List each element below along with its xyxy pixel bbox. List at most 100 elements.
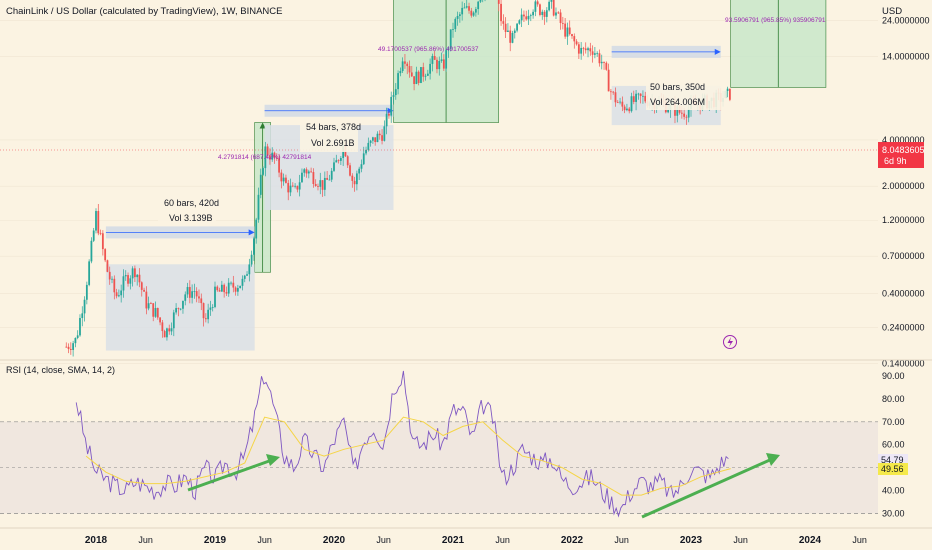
candle-body xyxy=(147,303,150,309)
candle-body xyxy=(589,48,592,52)
candle-body xyxy=(175,308,177,313)
candle-body xyxy=(330,170,333,180)
candle-body xyxy=(458,14,461,16)
candle-body xyxy=(159,317,161,323)
candle-body xyxy=(454,18,457,30)
candle-body xyxy=(97,211,100,234)
candle-body xyxy=(614,92,617,103)
rsi-axis[interactable]: 90.00 80.00 70.00 60.00 40.00 30.00 xyxy=(882,371,905,518)
candle-body xyxy=(227,282,230,294)
candle-body xyxy=(200,298,203,304)
price-axis[interactable]: 120.000000070.000000040.000000024.000000… xyxy=(882,0,932,369)
candle-body xyxy=(559,12,562,24)
candle-body xyxy=(452,29,454,30)
candle-body xyxy=(507,30,509,32)
candle-body xyxy=(117,295,120,297)
candle-body xyxy=(161,322,164,332)
candle-body xyxy=(438,61,441,70)
candle-body xyxy=(587,48,589,51)
candle-body xyxy=(298,182,301,190)
candle-body xyxy=(644,95,647,102)
candle-body xyxy=(472,12,475,16)
candle-body xyxy=(456,15,459,19)
candle-body xyxy=(186,287,189,295)
rsi-line xyxy=(75,370,729,518)
candle-body xyxy=(605,62,608,70)
candle-body xyxy=(417,71,420,83)
rsi-sma-value: 49.56 xyxy=(881,464,904,474)
candle-body xyxy=(179,308,182,310)
rsi-pane[interactable] xyxy=(0,370,878,518)
candle-body xyxy=(150,303,152,305)
measure-arrowhead xyxy=(259,122,266,129)
time-axis[interactable]: 2018 Jun 2019 Jun 2020 Jun 2021 Jun 2022 Jun 2023 J… xyxy=(85,535,867,546)
currency-label: USD xyxy=(882,6,902,17)
candle-body xyxy=(358,168,361,174)
candle-body xyxy=(639,93,642,96)
candle-body xyxy=(349,165,351,176)
candle-body xyxy=(381,135,383,141)
candle-body xyxy=(436,59,438,70)
candle-body xyxy=(635,93,637,102)
candle-body xyxy=(392,95,395,97)
candle-body xyxy=(122,276,125,291)
candle-body xyxy=(637,93,640,95)
measure3-label: 93.5906791 (965.85%) 935906791 xyxy=(725,17,826,24)
candle-body xyxy=(106,260,109,272)
candle-body xyxy=(525,16,528,20)
candle-body xyxy=(603,61,605,63)
candle-body xyxy=(351,175,354,181)
range2-label-box xyxy=(300,118,358,152)
range3-line1: 50 bars, 350d xyxy=(650,82,705,92)
candle-body xyxy=(326,177,329,180)
candle-body xyxy=(600,61,603,64)
candle-body xyxy=(204,318,207,320)
price-tick-label: 4.0000000 xyxy=(882,135,925,145)
candle-body xyxy=(529,15,532,17)
candle-body xyxy=(582,47,585,49)
candle-body xyxy=(198,296,200,299)
candle-body xyxy=(555,12,557,16)
candle-body xyxy=(399,71,402,74)
candle-body xyxy=(255,219,258,239)
candle-body xyxy=(426,73,429,76)
rsi-trend-arrow-2 xyxy=(641,453,780,519)
candle-body xyxy=(422,67,425,77)
candle-body xyxy=(85,284,88,300)
candle-body xyxy=(246,274,248,276)
bar-countdown: 6d 9h xyxy=(884,156,907,166)
candle-body xyxy=(323,177,326,190)
candle-body xyxy=(79,318,81,336)
candle-body xyxy=(88,261,91,285)
time-tick-label: Jun xyxy=(495,535,510,545)
candle-body xyxy=(191,291,194,298)
candle-body xyxy=(680,112,683,114)
candle-body xyxy=(232,282,235,288)
lightning-bolt-icon[interactable] xyxy=(723,335,737,349)
candle-body xyxy=(449,29,452,49)
time-tick-label: 2022 xyxy=(561,535,584,546)
candle-body xyxy=(447,48,450,51)
candle-body xyxy=(376,133,379,143)
candle-body xyxy=(287,182,290,193)
rsi-tick-label: 70.00 xyxy=(882,417,905,427)
rsi-tick-label: 80.00 xyxy=(882,394,905,404)
candle-body xyxy=(413,76,415,85)
candle-body xyxy=(230,282,232,284)
candle-body xyxy=(532,11,534,16)
candle-body xyxy=(72,343,75,350)
candle-body xyxy=(337,160,340,162)
time-tick-label: Jun xyxy=(852,535,867,545)
range-arrowhead xyxy=(248,229,255,236)
candle-body xyxy=(598,53,601,64)
measure2-label: 49.1700537 (965.86%) 491700537 xyxy=(378,46,479,53)
price-tick-label: 0.2400000 xyxy=(882,323,925,333)
candle-body xyxy=(424,75,427,77)
candle-body xyxy=(143,289,145,292)
candle-body xyxy=(545,10,548,17)
candle-body xyxy=(282,177,285,182)
candle-body xyxy=(69,348,72,350)
candle-body xyxy=(305,169,308,174)
candle-body xyxy=(170,328,173,332)
